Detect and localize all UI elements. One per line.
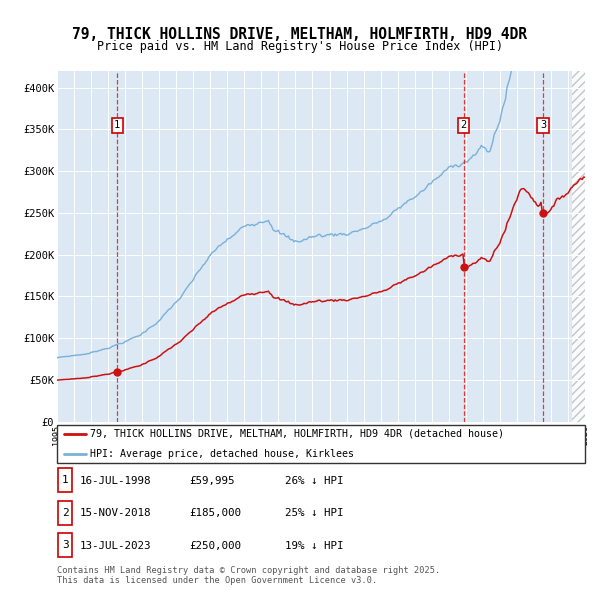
FancyBboxPatch shape [58, 468, 73, 492]
Text: HPI: Average price, detached house, Kirklees: HPI: Average price, detached house, Kirk… [90, 450, 354, 460]
Text: Contains HM Land Registry data © Crown copyright and database right 2025.
This d: Contains HM Land Registry data © Crown c… [57, 566, 440, 585]
FancyBboxPatch shape [58, 533, 73, 557]
Text: 79, THICK HOLLINS DRIVE, MELTHAM, HOLMFIRTH, HD9 4DR (detached house): 79, THICK HOLLINS DRIVE, MELTHAM, HOLMFI… [90, 428, 504, 438]
Text: 2: 2 [62, 508, 69, 517]
Text: 15-NOV-2018: 15-NOV-2018 [80, 508, 151, 518]
Text: £59,995: £59,995 [189, 476, 235, 486]
Text: 13-JUL-2023: 13-JUL-2023 [80, 540, 151, 550]
Text: 1: 1 [62, 476, 69, 485]
Text: 3: 3 [62, 540, 69, 550]
Text: 19% ↓ HPI: 19% ↓ HPI [285, 540, 343, 550]
Text: 16-JUL-1998: 16-JUL-1998 [80, 476, 151, 486]
Text: £250,000: £250,000 [189, 540, 241, 550]
Text: £185,000: £185,000 [189, 508, 241, 518]
Text: 2: 2 [461, 120, 467, 130]
Text: Price paid vs. HM Land Registry's House Price Index (HPI): Price paid vs. HM Land Registry's House … [97, 40, 503, 53]
Text: 79, THICK HOLLINS DRIVE, MELTHAM, HOLMFIRTH, HD9 4DR: 79, THICK HOLLINS DRIVE, MELTHAM, HOLMFI… [73, 27, 527, 42]
FancyBboxPatch shape [58, 501, 73, 525]
Text: 26% ↓ HPI: 26% ↓ HPI [285, 476, 343, 486]
FancyBboxPatch shape [57, 425, 585, 463]
Text: 3: 3 [540, 120, 546, 130]
Text: 25% ↓ HPI: 25% ↓ HPI [285, 508, 343, 518]
Text: 1: 1 [114, 120, 121, 130]
